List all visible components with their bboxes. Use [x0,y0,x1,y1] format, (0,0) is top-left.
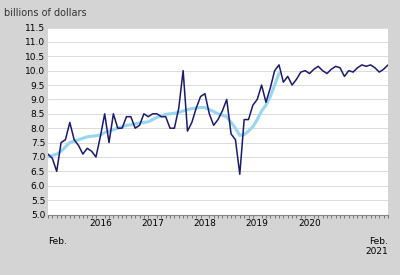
Text: Feb.: Feb. [48,237,67,246]
Text: billions of dollars: billions of dollars [4,8,87,18]
Text: Feb.
2021: Feb. 2021 [365,237,388,256]
